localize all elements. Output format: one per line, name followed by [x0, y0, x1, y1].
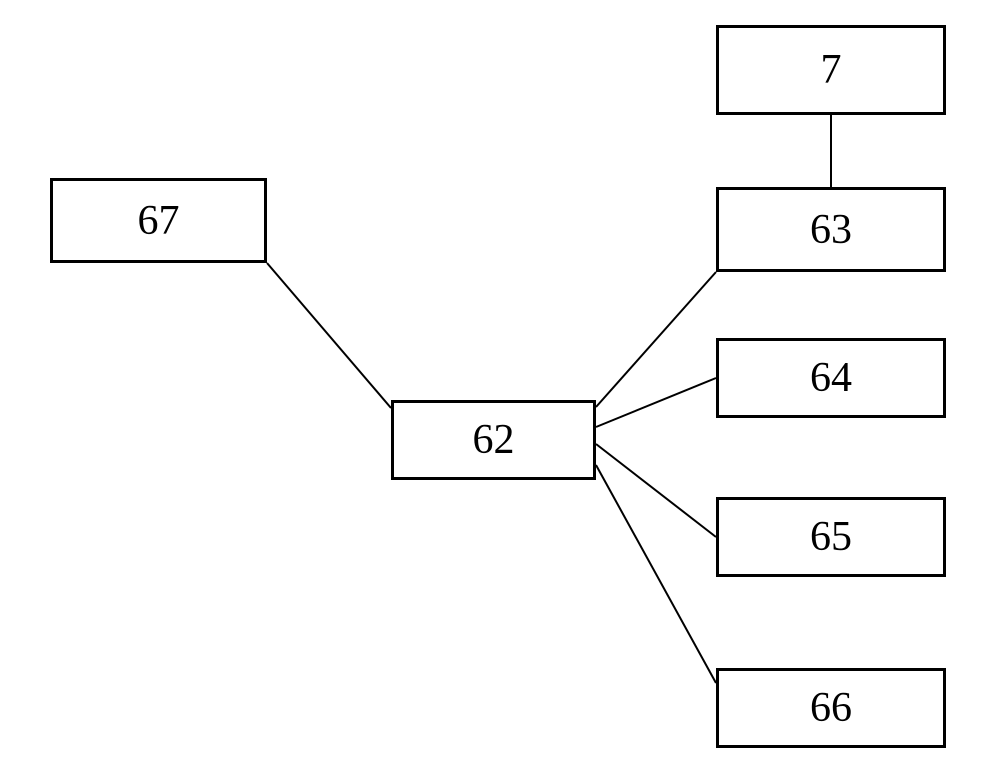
edge-62-65: [596, 444, 716, 537]
node-label: 7: [821, 46, 842, 94]
node-7: 7: [716, 25, 946, 115]
node-66: 66: [716, 668, 946, 748]
diagram-container: 67 62 7 63 64 65 66: [0, 0, 1000, 783]
edge-62-64: [596, 378, 716, 427]
node-label: 65: [810, 513, 852, 561]
edge-62-66: [596, 465, 716, 683]
node-63: 63: [716, 187, 946, 272]
node-64: 64: [716, 338, 946, 418]
node-label: 67: [138, 197, 180, 245]
node-67: 67: [50, 178, 267, 263]
edge-67-62: [267, 263, 391, 408]
node-label: 66: [810, 684, 852, 732]
edge-62-63: [596, 272, 716, 407]
node-label: 64: [810, 354, 852, 402]
node-62: 62: [391, 400, 596, 480]
node-65: 65: [716, 497, 946, 577]
node-label: 62: [473, 416, 515, 464]
node-label: 63: [810, 206, 852, 254]
